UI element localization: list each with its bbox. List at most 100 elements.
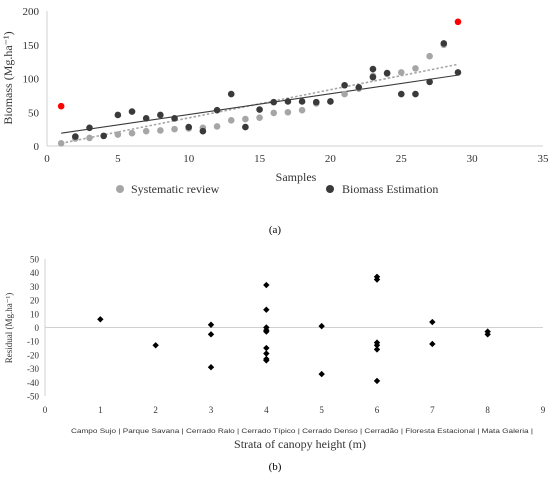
- residual-x-tick-label: 9: [541, 405, 546, 415]
- residual-y-tick-label: 40: [30, 268, 40, 278]
- biomass-x-tick-label: 25: [396, 153, 408, 165]
- biomass-estimation-point: [100, 132, 107, 140]
- biomass-estimation-point: [157, 111, 164, 119]
- residual-point: [152, 342, 159, 349]
- residual-point: [429, 318, 436, 326]
- stratum-category-label: Campo Sujo: [71, 428, 117, 435]
- biomass-y-tick-label: 50: [28, 107, 40, 119]
- biomass-points: [57, 18, 462, 147]
- biomass-estimation-point: [213, 106, 221, 114]
- panel-label-a: (a): [269, 224, 282, 236]
- residual-point: [263, 306, 270, 313]
- highlighted-outlier-point: [454, 18, 462, 26]
- biomass-x-tick-label: 15: [254, 153, 266, 165]
- residual-point: [373, 346, 381, 353]
- systematic-review-point: [157, 127, 164, 134]
- biomass-estimation-point: [355, 83, 363, 91]
- biomass-estimation-point: [397, 90, 405, 98]
- biomass-estimation-point: [171, 115, 178, 122]
- systematic-review-point: [412, 65, 419, 72]
- residual-x-tick-label: 3: [209, 405, 214, 415]
- biomass-estimation-point: [440, 40, 448, 47]
- biomass-y-tick-label: 0: [34, 141, 40, 153]
- residual-point: [373, 342, 381, 349]
- biomass-estimation-point: [327, 98, 334, 105]
- stratum-category-labels: Campo Sujo | Parque Savana | Cerrado Ral…: [71, 428, 533, 435]
- biomass-estimation-point: [369, 73, 377, 81]
- residual-y-tick-label: -30: [27, 364, 39, 374]
- biomass-estimation-point: [114, 111, 122, 119]
- biomass-legend: Systematic review Biomass Estimation: [116, 182, 438, 196]
- residual-y-tick-labels: 50 40 30 20 10 0 -10 -20 -30 -40 -50: [27, 255, 40, 402]
- residual-point: [318, 322, 325, 330]
- residual-y-axis-title: Residual (Mg.ha⁻¹): [4, 293, 14, 363]
- systematic-review-point: [142, 127, 150, 135]
- residual-points: [97, 273, 491, 385]
- residual-point: [263, 281, 270, 289]
- residual-y-tick-label: -50: [27, 392, 39, 402]
- residual-x-axis-title: Strata of canopy height (m): [234, 437, 366, 451]
- stratum-category-label: Cerradão: [364, 428, 399, 435]
- biomass-x-tick-labels: 0 5 10 15 20 25 30 35: [44, 153, 549, 165]
- systematic-review-point: [114, 131, 122, 138]
- biomass-estimation-point: [72, 133, 79, 140]
- systematic-review-point: [213, 123, 221, 130]
- systematic-review-point: [242, 115, 249, 123]
- biomass-estimation-point: [86, 124, 93, 132]
- biomass-estimation-point: [454, 69, 462, 76]
- residual-x-tick-label: 6: [375, 405, 380, 415]
- biomass-estimation-point: [341, 81, 348, 89]
- systematic-review-point: [397, 69, 405, 76]
- residual-y-tick-label: 20: [30, 296, 40, 306]
- biomass-estimation-point: [270, 98, 278, 106]
- biomass-estimation-point: [298, 98, 306, 105]
- systematic-review-point: [341, 90, 348, 98]
- residual-point: [97, 316, 104, 323]
- biomass-x-tick-label: 20: [325, 153, 337, 165]
- biomass-y-tick-label: 200: [23, 6, 40, 18]
- stratum-separator: |: [475, 428, 482, 435]
- stratum-category-label: Cerrado Típico: [241, 428, 296, 435]
- biomass-y-axis-title: Biomass (Mg.ha⁻¹): [1, 31, 15, 124]
- residual-x-tick-label: 7: [430, 405, 435, 415]
- residual-point: [263, 357, 270, 364]
- residual-point: [207, 331, 215, 338]
- residual-point: [484, 331, 491, 338]
- residual-y-tick-label: 50: [30, 255, 40, 265]
- systematic-review-point: [227, 117, 235, 124]
- biomass-x-tick-label: 10: [183, 153, 195, 165]
- residual-point: [373, 377, 381, 385]
- residual-y-tick-label: 0: [35, 323, 40, 333]
- biomass-estimation-point: [426, 78, 433, 86]
- systematic-review-point: [284, 108, 292, 116]
- residual-scatter-chart: 50 40 30 20 10 0 -10 -20 -30 -40 -50 0 1 2 3 4 5 6 7 8 9 Ca…: [4, 255, 546, 474]
- legend-marker-systematic-review: [116, 185, 124, 193]
- biomass-scatter-chart: 0 50 100 150 200 0 5 10 15 20 25 30 35 Biomass (Mg.…: [1, 6, 549, 236]
- stratum-category-label: Cerrado Denso: [302, 428, 358, 435]
- biomass-estimation-point: [185, 123, 193, 131]
- biomass-estimation-point: [199, 127, 207, 135]
- highlighted-outlier-point: [57, 102, 65, 110]
- residual-x-tick-label: 4: [264, 405, 269, 415]
- stratum-category-row: Campo Sujo | Parque Savana | Cerrado Ral…: [71, 428, 533, 435]
- biomass-estimation-point: [412, 90, 419, 98]
- residual-x-tick-label: 1: [98, 405, 103, 415]
- biomass-trendlines: [61, 63, 459, 145]
- residual-point: [263, 350, 270, 357]
- biomass-estimation-point: [369, 65, 377, 73]
- legend-label-systematic-review: Systematic review: [131, 182, 220, 196]
- biomass-estimation-point: [142, 115, 150, 122]
- systematic-review-point: [128, 129, 136, 137]
- biomass-y-tick-label: 100: [23, 74, 40, 86]
- stratum-separator: |: [179, 428, 186, 435]
- biomass-x-tick-label: 0: [44, 153, 50, 165]
- stratum-category-label: Parque Savana: [123, 428, 180, 435]
- biomass-estimation-point: [242, 123, 249, 131]
- stratum-category-label: Mata Galeria: [482, 428, 529, 435]
- stratum-separator: |: [295, 428, 302, 435]
- systematic-review-point: [426, 52, 433, 60]
- stratum-category-label: Cerrado Ralo: [186, 428, 235, 435]
- residual-y-tick-label: 30: [30, 282, 40, 292]
- systematic-review-point: [171, 125, 178, 133]
